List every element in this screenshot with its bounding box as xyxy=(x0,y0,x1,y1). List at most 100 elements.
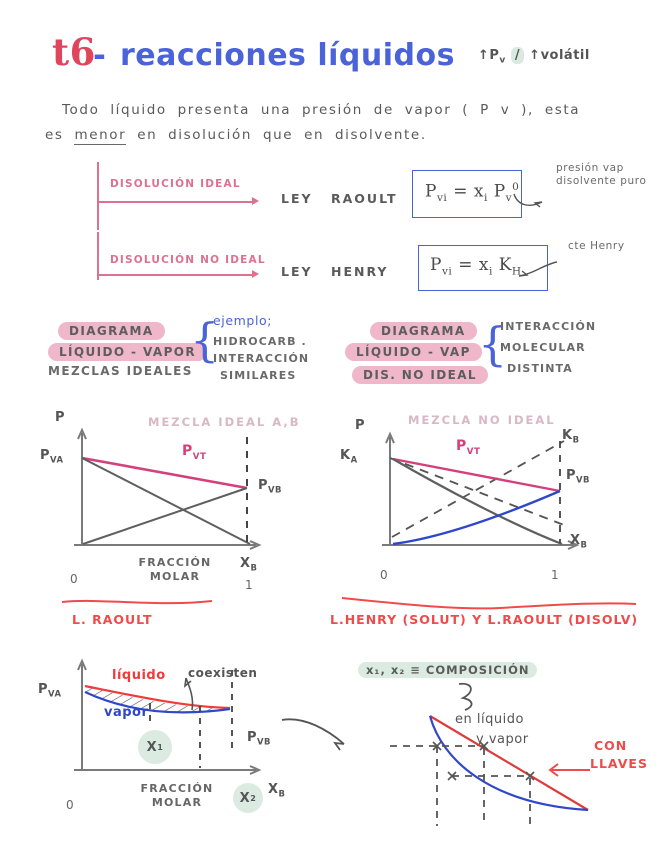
annotation-hook-1 xyxy=(513,193,543,208)
chart-2-xtick-1: 1 xyxy=(551,568,560,582)
law-arrow-head-1 xyxy=(252,197,259,205)
law-bracket-2 xyxy=(97,232,99,280)
concept-right-pill-1-label: DIAGRAMA xyxy=(370,322,477,340)
detail-connector-arrow xyxy=(281,718,345,751)
title-side-note: ↑Pv / ↑volátil xyxy=(478,47,590,66)
law-name-1: RAOULT xyxy=(331,191,398,206)
intro-emphasis: menor xyxy=(74,127,127,145)
formula-p-1: P xyxy=(425,181,437,202)
formula-raoult: Pvi = xi Pv0 xyxy=(425,181,519,204)
formula-box-raoult xyxy=(412,170,522,218)
chart-1-label-pva: PVA xyxy=(40,448,64,465)
page-title-topic: t6 xyxy=(52,30,96,74)
annotation-henry: cte Henry xyxy=(568,240,625,252)
title-note-suffix: ↑volátil xyxy=(529,48,590,63)
intro-line2-b: en disolución que en disolvente. xyxy=(137,127,427,143)
chart-3-xaxis-caption: FRACCIÓN MOLAR xyxy=(140,782,214,809)
concept-left-pill-1-label: DIAGRAMA xyxy=(58,322,165,340)
composition-note-line-2: y vapor xyxy=(476,732,529,747)
law-bracket-1 xyxy=(97,162,99,230)
example-line-0: HIDROCARB . xyxy=(213,335,307,348)
formula-eq-1: = x xyxy=(453,181,484,202)
chart-2-label-pvt: PVT xyxy=(456,438,481,457)
concept-right-pill-2-label: LÍQUIDO - VAP xyxy=(345,343,482,361)
example-title: ejemplo; xyxy=(213,313,273,328)
intro-line-1: Todo líquido presenta una presión de vap… xyxy=(62,102,581,118)
title-note-sub: v xyxy=(499,55,506,66)
chart-1-caption: L. RAOULT xyxy=(72,612,153,627)
chart-2-plot xyxy=(382,431,580,550)
composition-tag: x₁, x₂ ≡ COMPOSICIÓN xyxy=(358,662,538,678)
concept-left-pill-2: LÍQUIDO - VAPOR xyxy=(48,341,208,361)
concept-right-line-0: INTERACCIÓN xyxy=(500,320,597,333)
chart-2-label-ka: KA xyxy=(340,448,358,465)
law-arrow-head-2 xyxy=(252,270,259,278)
intro-line-2: es menor en disolución que en disolvente… xyxy=(45,127,427,145)
formula-p-sub-2: vi xyxy=(441,265,453,278)
formula-p-2: P xyxy=(430,255,442,275)
formula-tail-sub-2: H xyxy=(511,265,522,278)
annotation-hook-2 xyxy=(518,261,558,277)
chart-1-label-pvb: PVB xyxy=(258,478,282,495)
chart-1-xtick-1: 1 xyxy=(245,578,254,592)
law-word-1: LEY xyxy=(281,191,313,206)
chart-2-ylabel: P xyxy=(355,418,366,433)
chart-4-plot xyxy=(390,715,590,826)
formula-p-sub-1: vi xyxy=(436,192,448,205)
concept-left-plain: MEZCLAS IDEALES xyxy=(48,364,193,378)
formula-tail-1: P xyxy=(493,181,506,202)
formula-tail-sup-1: 0 xyxy=(512,181,520,193)
law-arrow-line-2 xyxy=(97,274,254,276)
formula-x-sub-2: i xyxy=(488,265,493,278)
concept-left-pill-2-label: LÍQUIDO - VAPOR xyxy=(48,343,208,361)
example-line-1: INTERACCIÓN xyxy=(213,352,310,365)
composition-note-line-1: en líquido xyxy=(455,712,524,727)
concept-right-line-2: DISTINTA xyxy=(507,362,573,375)
concept-right-pill-3: DIS. NO IDEAL xyxy=(352,364,488,384)
red-note-line-1: CON xyxy=(594,738,628,753)
law-condition-1: DISOLUCIÓN IDEAL xyxy=(110,178,241,190)
title-note-slash: / xyxy=(510,47,525,64)
chart-2-xlabel: XB xyxy=(570,533,588,550)
law-name-2: HENRY xyxy=(331,264,389,279)
concept-left-pill-1: DIAGRAMA xyxy=(58,320,165,340)
chart-2-title: MEZCLA NO IDEAL xyxy=(408,413,556,427)
title-note-prefix: ↑P xyxy=(478,48,500,63)
chart-1-xlabel: XB xyxy=(240,556,258,573)
page-title-dash: - xyxy=(93,38,107,74)
chart-2-caption: L.HENRY (SOLUT) Y L.RAOULT (DISOLV) xyxy=(330,612,639,627)
chart-3-label-pvb: PVB xyxy=(247,730,271,747)
chart-3-label-pva: PVA xyxy=(38,682,62,699)
law-word-2: LEY xyxy=(281,264,313,279)
chart-2-label-kb: KB xyxy=(562,428,580,445)
example-line-2: SIMILARES xyxy=(220,369,297,382)
chart-1-plot xyxy=(74,427,262,550)
chart-1-xtick-0: 0 xyxy=(70,572,79,586)
annotation-raoult: presión vap disolvente puro xyxy=(556,162,647,187)
page-title: reacciones líquidos xyxy=(120,38,455,73)
formula-tail-2: K xyxy=(498,255,512,275)
formula-henry: Pvi = xi KH xyxy=(430,255,522,277)
law-arrow-line-1 xyxy=(97,201,254,203)
law-condition-2: DISOLUCIÓN NO IDEAL xyxy=(110,254,266,266)
chart-1-caption-underline xyxy=(61,599,213,605)
concept-right-brace: { xyxy=(478,317,508,371)
formula-x-sub-1: i xyxy=(483,192,488,205)
intro-line2-a: es xyxy=(45,127,64,143)
concept-right-pill-2: LÍQUIDO - VAP xyxy=(345,341,482,361)
concept-right-line-1: MOLECULAR xyxy=(500,341,586,354)
formula-tail-sub-1: v xyxy=(505,192,513,205)
chart-1-title: MEZCLA IDEAL A,B xyxy=(148,415,301,429)
chart-1-xaxis-caption: FRACCIÓN MOLAR xyxy=(138,556,212,583)
composition-curly xyxy=(458,682,473,711)
chart-1-ylabel: P xyxy=(55,410,66,425)
formula-eq-2: = x xyxy=(458,255,489,275)
concept-left-brace: { xyxy=(190,313,220,367)
chart-3-plot xyxy=(74,658,262,775)
chart-3-xtick-0: 0 xyxy=(66,798,75,812)
chart-3-label-vapor: vapor xyxy=(104,705,149,720)
chart-2-label-pvb: PVB xyxy=(566,468,590,485)
